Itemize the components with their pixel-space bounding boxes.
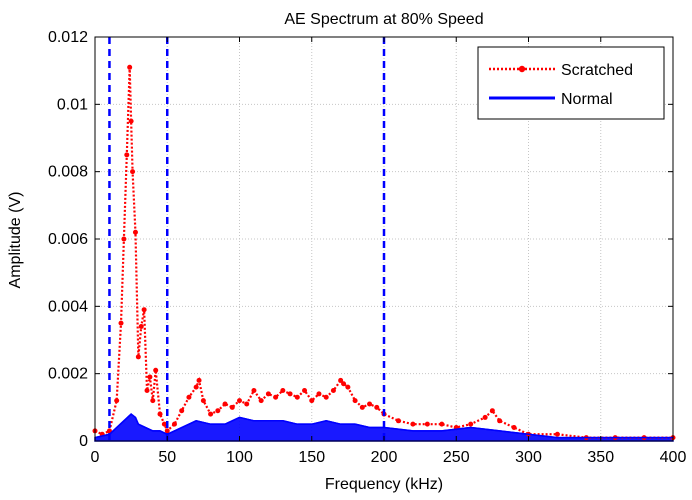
scratched-point [132,229,138,235]
scratched-point [410,421,416,427]
scratched-point [323,394,329,400]
y-tick-label: 0.002 [48,366,88,383]
x-tick-label: 100 [226,449,253,466]
scratched-point [222,401,228,407]
legend-label-scratched: Scratched [561,62,633,79]
scratched-point [147,374,153,380]
scratched-point [135,354,141,360]
scratched-point [196,377,202,383]
scratched-point [244,401,250,407]
scratched-point [352,398,358,404]
x-tick-label: 250 [443,449,470,466]
x-tick-label: 300 [515,449,542,466]
x-tick-label: 200 [371,449,398,466]
x-axis-label: Frequency (kHz) [325,476,443,493]
y-tick-label: 0.012 [48,29,88,46]
scratched-point [468,421,474,427]
scratched-point [144,388,150,393]
scratched-point [287,391,293,397]
scratched-point [141,307,147,313]
scratched-point [258,398,264,404]
scratched-point [554,431,560,437]
scratched-point [265,391,271,397]
y-tick-label: 0.004 [48,298,88,315]
scratched-point [489,408,495,414]
scratched-point [157,411,163,417]
scratched-point [273,394,279,400]
chart-title: AE Spectrum at 80% Speed [284,11,483,28]
scratched-point [128,118,134,124]
scratched-point [118,320,124,326]
x-tick-label: 400 [660,449,687,466]
scratched-point [127,64,133,70]
scratched-point [150,398,156,404]
scratched-point [395,418,401,424]
series-normal-line [94,413,673,439]
scratched-point [280,388,286,393]
y-tick-label: 0.01 [57,96,88,113]
scratched-point [121,236,127,242]
scratched-point [130,169,136,175]
plot-area: 0 50 100 150 200 250 300 350 400 0 0.002 0.004 0.006… [48,29,686,466]
scratched-point [171,421,177,427]
scratched-point [345,384,351,390]
scratched-point [330,388,336,393]
scratched-point [229,404,235,410]
scratched-point [341,381,347,387]
scratched-point [309,398,315,404]
scratched-point [164,428,170,434]
scratched-point [497,418,503,424]
legend-marker-scratched [518,65,526,73]
scratched-point [215,408,221,414]
scratched-point [179,408,185,414]
scratched-point [200,398,206,404]
scratched-point [302,388,308,393]
y-tick-label: 0 [79,433,88,450]
scratched-point [374,404,380,410]
scratched-point [161,421,167,427]
scratched-point [138,324,144,330]
x-tick-label: 0 [91,449,100,466]
legend-box [477,46,665,120]
scratched-point [482,414,488,420]
y-tick-label: 0.008 [48,164,88,181]
legend: Scratched Normal [477,46,665,120]
scratched-point [193,384,199,390]
scratched-point [294,394,300,400]
scratched-point [439,421,445,427]
scratched-point [338,377,344,383]
scratched-point [124,152,130,158]
y-tick-label: 0.006 [48,231,88,248]
scratched-point [114,398,120,404]
y-axis-label: Amplitude (V) [7,192,24,289]
scratched-point [186,394,192,400]
scratched-point [251,388,257,393]
scratched-point [316,391,322,397]
x-tick-label: 350 [587,449,614,466]
scratched-point [367,401,373,407]
scratched-point [208,411,214,417]
x-tick-label: 150 [298,449,325,466]
x-tick-label: 50 [158,449,176,466]
scratched-point [237,398,242,404]
scratched-point [153,367,159,373]
scratched-point [359,404,365,410]
scratched-point [424,421,430,427]
scratched-point [511,425,517,431]
legend-label-normal: Normal [561,91,613,108]
